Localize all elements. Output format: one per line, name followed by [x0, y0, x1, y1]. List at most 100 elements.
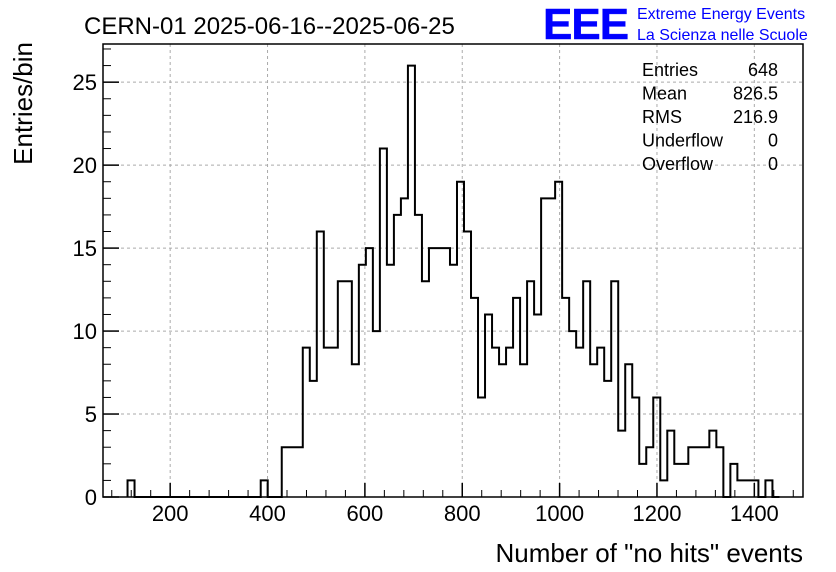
x-tick-label: 1000: [535, 501, 584, 526]
eee-logo-line2: La Scienza nelle Scuole: [637, 27, 808, 44]
histogram-bin: [471, 298, 478, 497]
histogram-bin: [338, 281, 345, 497]
histogram-bin: [520, 364, 527, 497]
y-tick-label: 10: [73, 319, 97, 344]
x-tick-label: 1200: [632, 501, 681, 526]
histogram-bin: [625, 364, 632, 497]
histogram-bin: [604, 381, 611, 497]
histogram-bin: [548, 198, 555, 497]
histogram-bin: [583, 281, 590, 497]
histogram-bin: [443, 248, 450, 497]
y-tick-label: 5: [85, 402, 97, 427]
stats-label: RMS: [642, 107, 682, 127]
histogram-bin: [674, 464, 681, 497]
histogram-bin: [289, 447, 296, 497]
x-tick-label: 600: [347, 501, 384, 526]
histogram-bin: [310, 381, 317, 497]
histogram-bin: [534, 314, 541, 497]
histogram-bin: [331, 348, 338, 497]
histogram-bin: [576, 348, 583, 497]
histogram-bin: [562, 298, 569, 497]
histogram-bin: [716, 447, 723, 497]
histogram-bin: [394, 215, 401, 497]
histogram-bin: [660, 480, 667, 497]
x-tick-label: 800: [444, 501, 481, 526]
histogram-bin: [597, 348, 604, 497]
x-tick-label: 400: [249, 501, 286, 526]
histogram-bin: [282, 447, 289, 497]
histogram-bin: [506, 348, 513, 497]
histogram-bin: [429, 248, 436, 497]
histogram-bin: [387, 265, 394, 497]
histogram-bin: [352, 364, 359, 497]
histogram-bin: [485, 314, 492, 497]
eee-logo-mark: EEE: [543, 0, 628, 49]
histogram-bin: [408, 66, 415, 497]
axis-tick-labels: 200 400 600 800 1000 1200 1400 0 5 10 15 20 25: [73, 70, 779, 526]
histogram-bin: [667, 431, 674, 497]
histogram-bin: [492, 348, 499, 497]
histogram-bin: [688, 447, 695, 497]
y-tick-label: 25: [73, 70, 97, 95]
stats-label: Underflow: [642, 131, 724, 151]
histogram-bin: [730, 464, 737, 497]
eee-logo: EEE Extreme Energy Events La Scienza nel…: [543, 0, 808, 49]
histogram-bin: [527, 281, 534, 497]
histogram-bin: [499, 364, 506, 497]
histogram-bin: [695, 447, 702, 497]
histogram-bin: [639, 464, 646, 497]
chart-title: CERN-01 2025-06-16--2025-06-25: [84, 13, 455, 40]
histogram-bin: [618, 431, 625, 497]
histogram-bin: [303, 348, 310, 497]
y-tick-label: 0: [85, 485, 97, 510]
histogram-bin: [380, 149, 387, 497]
y-axis-label: Entries/bin: [8, 42, 38, 165]
stats-value: 0: [768, 154, 778, 174]
stats-value: 0: [768, 131, 778, 151]
histogram-bin: [401, 198, 408, 497]
histogram-bin: [555, 182, 562, 497]
y-tick-label: 15: [73, 236, 97, 261]
histogram-bin: [590, 364, 597, 497]
histogram-bin: [317, 232, 324, 497]
histogram-bin: [415, 215, 422, 497]
histogram-bin: [324, 348, 331, 497]
x-tick-label: 200: [152, 501, 189, 526]
histogram-bin: [422, 281, 429, 497]
axis-ticks: [103, 48, 794, 498]
histogram-bin: [457, 182, 464, 497]
histogram-bin: [373, 331, 380, 497]
histogram-bin: [478, 397, 485, 497]
y-tick-label: 20: [73, 153, 97, 178]
histogram-bin: [436, 248, 443, 497]
plot-frame: [102, 43, 804, 498]
histogram-bin: [646, 447, 653, 497]
histogram-bin: [653, 397, 660, 497]
histogram-bin: [569, 331, 576, 497]
x-tick-label: 1400: [730, 501, 779, 526]
eee-logo-line1: Extreme Energy Events: [637, 6, 805, 23]
histogram-bin: [541, 198, 548, 497]
histogram-bin: [345, 281, 352, 497]
histogram-bin: [464, 232, 471, 497]
stats-value: 826.5: [733, 84, 778, 104]
histogram-bin: [681, 464, 688, 497]
histogram-bin: [261, 480, 268, 497]
stats-label: Overflow: [642, 154, 714, 174]
stats-label: Mean: [642, 84, 687, 104]
histogram-bin: [296, 447, 303, 497]
stats-box: Entries 648 Mean 826.5 RMS 216.9 Underflow 0 Ove…: [642, 60, 778, 174]
histogram-bin: [702, 447, 709, 497]
histogram-bin: [611, 281, 618, 497]
stats-value: 648: [748, 60, 778, 80]
histogram-bin: [744, 480, 751, 497]
histogram-bin: [359, 265, 366, 497]
x-axis-label: Number of "no hits" events: [496, 538, 804, 568]
histogram-bin: [737, 480, 744, 497]
histogram-bin: [709, 431, 716, 497]
histogram-bin: [513, 298, 520, 497]
stats-value: 216.9: [733, 107, 778, 127]
histogram-bin: [450, 265, 457, 497]
histogram-bin: [632, 397, 639, 497]
